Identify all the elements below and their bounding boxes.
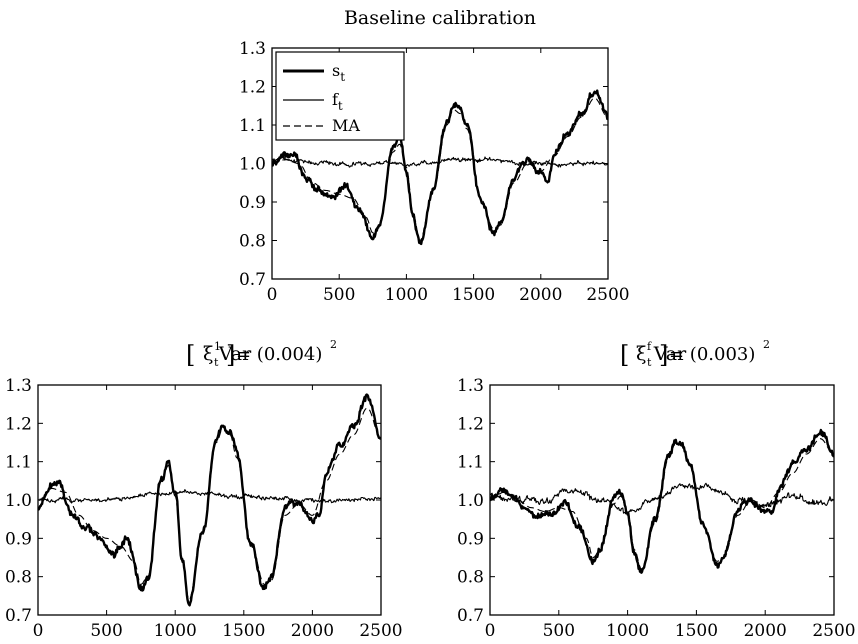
x-tick-label: 500 bbox=[543, 621, 575, 641]
svg-text:= (0.003): = (0.003) bbox=[669, 344, 755, 365]
x-tick-label: 0 bbox=[267, 285, 278, 305]
svg-text:]: ] bbox=[226, 341, 235, 369]
y-tick-label: 0.9 bbox=[5, 529, 32, 549]
series-line-f-t bbox=[38, 489, 381, 504]
svg-text:ξ: ξ bbox=[636, 343, 646, 365]
top-chart: 0 500 1000 1500 2000 2500 0.7 0.8 0.9 1.0 1.1 1.2 1.… bbox=[239, 39, 630, 305]
bottom-right-chart: 0 500 1000 1500 2000 2500 0.7 0.8 0.9 1.0 1.1 1.2 1.… bbox=[457, 376, 856, 641]
y-tick-label: 1.0 bbox=[457, 491, 484, 511]
legend-label-s: st bbox=[332, 61, 345, 84]
series-line-s-t bbox=[490, 428, 834, 574]
svg-text:ξ: ξ bbox=[203, 343, 213, 365]
x-tick-label: 2000 bbox=[291, 621, 334, 641]
x-tick-label: 1500 bbox=[222, 621, 265, 641]
svg-text:t: t bbox=[214, 356, 219, 369]
y-tick-label: 1.2 bbox=[457, 414, 484, 434]
x-tick-label: 500 bbox=[323, 285, 355, 305]
top-chart-title: Baseline calibration bbox=[344, 7, 536, 29]
y-tick-label: 1.3 bbox=[457, 376, 484, 396]
svg-text:]: ] bbox=[659, 341, 668, 369]
x-tick-label: 1000 bbox=[154, 621, 197, 641]
top-chart-legend: st ft MA bbox=[275, 51, 405, 141]
y-tick-label: 1.0 bbox=[239, 155, 266, 175]
y-tick-label: 1.1 bbox=[239, 116, 266, 136]
y-tick-label: 0.8 bbox=[457, 568, 484, 588]
svg-text:2: 2 bbox=[763, 338, 770, 351]
svg-text:= (0.004): = (0.004) bbox=[236, 344, 322, 365]
y-tick-label: 0.7 bbox=[5, 606, 32, 626]
bottom-left-title-formula: [ ξ 1 t ] = (0.004) 2 bbox=[186, 338, 337, 369]
x-tick-label: 2500 bbox=[359, 621, 402, 641]
x-tick-label: 1500 bbox=[452, 285, 495, 305]
x-tick-label: 1000 bbox=[606, 621, 649, 641]
x-tick-label: 0 bbox=[33, 621, 44, 641]
x-tick-label: 2000 bbox=[519, 285, 562, 305]
series-line-f-t bbox=[272, 156, 608, 168]
y-tick-label: 1.3 bbox=[239, 39, 266, 59]
y-tick-label: 0.9 bbox=[457, 529, 484, 549]
y-tick-label: 1.1 bbox=[457, 453, 484, 473]
svg-text:t: t bbox=[647, 356, 652, 369]
legend-label-f: ft bbox=[332, 90, 343, 113]
x-tick-label: 0 bbox=[485, 621, 496, 641]
series-line-ma bbox=[272, 97, 608, 242]
x-tick-label: 500 bbox=[90, 621, 122, 641]
x-tick-label: 2500 bbox=[586, 285, 629, 305]
x-tick-label: 1500 bbox=[675, 621, 718, 641]
svg-text:f: f bbox=[647, 340, 652, 353]
y-tick-label: 0.7 bbox=[457, 606, 484, 626]
bottom-left-chart: 0 500 1000 1500 2000 2500 0.7 0.8 0.9 1.0 1.1 1.2 1.… bbox=[5, 376, 403, 641]
svg-text:[: [ bbox=[620, 341, 629, 369]
y-tick-label: 0.8 bbox=[5, 568, 32, 588]
x-tick-label: 2000 bbox=[744, 621, 787, 641]
y-tick-label: 0.7 bbox=[239, 270, 266, 290]
x-tick-label: 2500 bbox=[812, 621, 855, 641]
y-tick-label: 1.2 bbox=[5, 414, 32, 434]
y-tick-label: 1.3 bbox=[5, 376, 32, 396]
svg-text:[: [ bbox=[186, 341, 195, 369]
svg-text:1: 1 bbox=[214, 340, 221, 353]
series-line-ma bbox=[38, 407, 381, 601]
bottom-right-title-formula: [ ξ f t ] = (0.003) 2 bbox=[620, 338, 770, 369]
legend-label-ma: MA bbox=[332, 116, 360, 135]
x-tick-label: 1000 bbox=[385, 285, 428, 305]
bottom-left-chart-title: Var bbox=[218, 343, 252, 365]
bottom-right-chart-title: Var bbox=[653, 343, 687, 365]
y-tick-label: 1.1 bbox=[5, 453, 32, 473]
svg-text:2: 2 bbox=[330, 338, 337, 351]
y-tick-label: 0.8 bbox=[239, 232, 266, 252]
y-tick-label: 1.0 bbox=[5, 491, 32, 511]
series-line-ma bbox=[490, 438, 834, 570]
y-tick-label: 0.9 bbox=[239, 193, 266, 213]
series-line-f-t bbox=[490, 482, 834, 515]
y-tick-label: 1.2 bbox=[239, 78, 266, 98]
